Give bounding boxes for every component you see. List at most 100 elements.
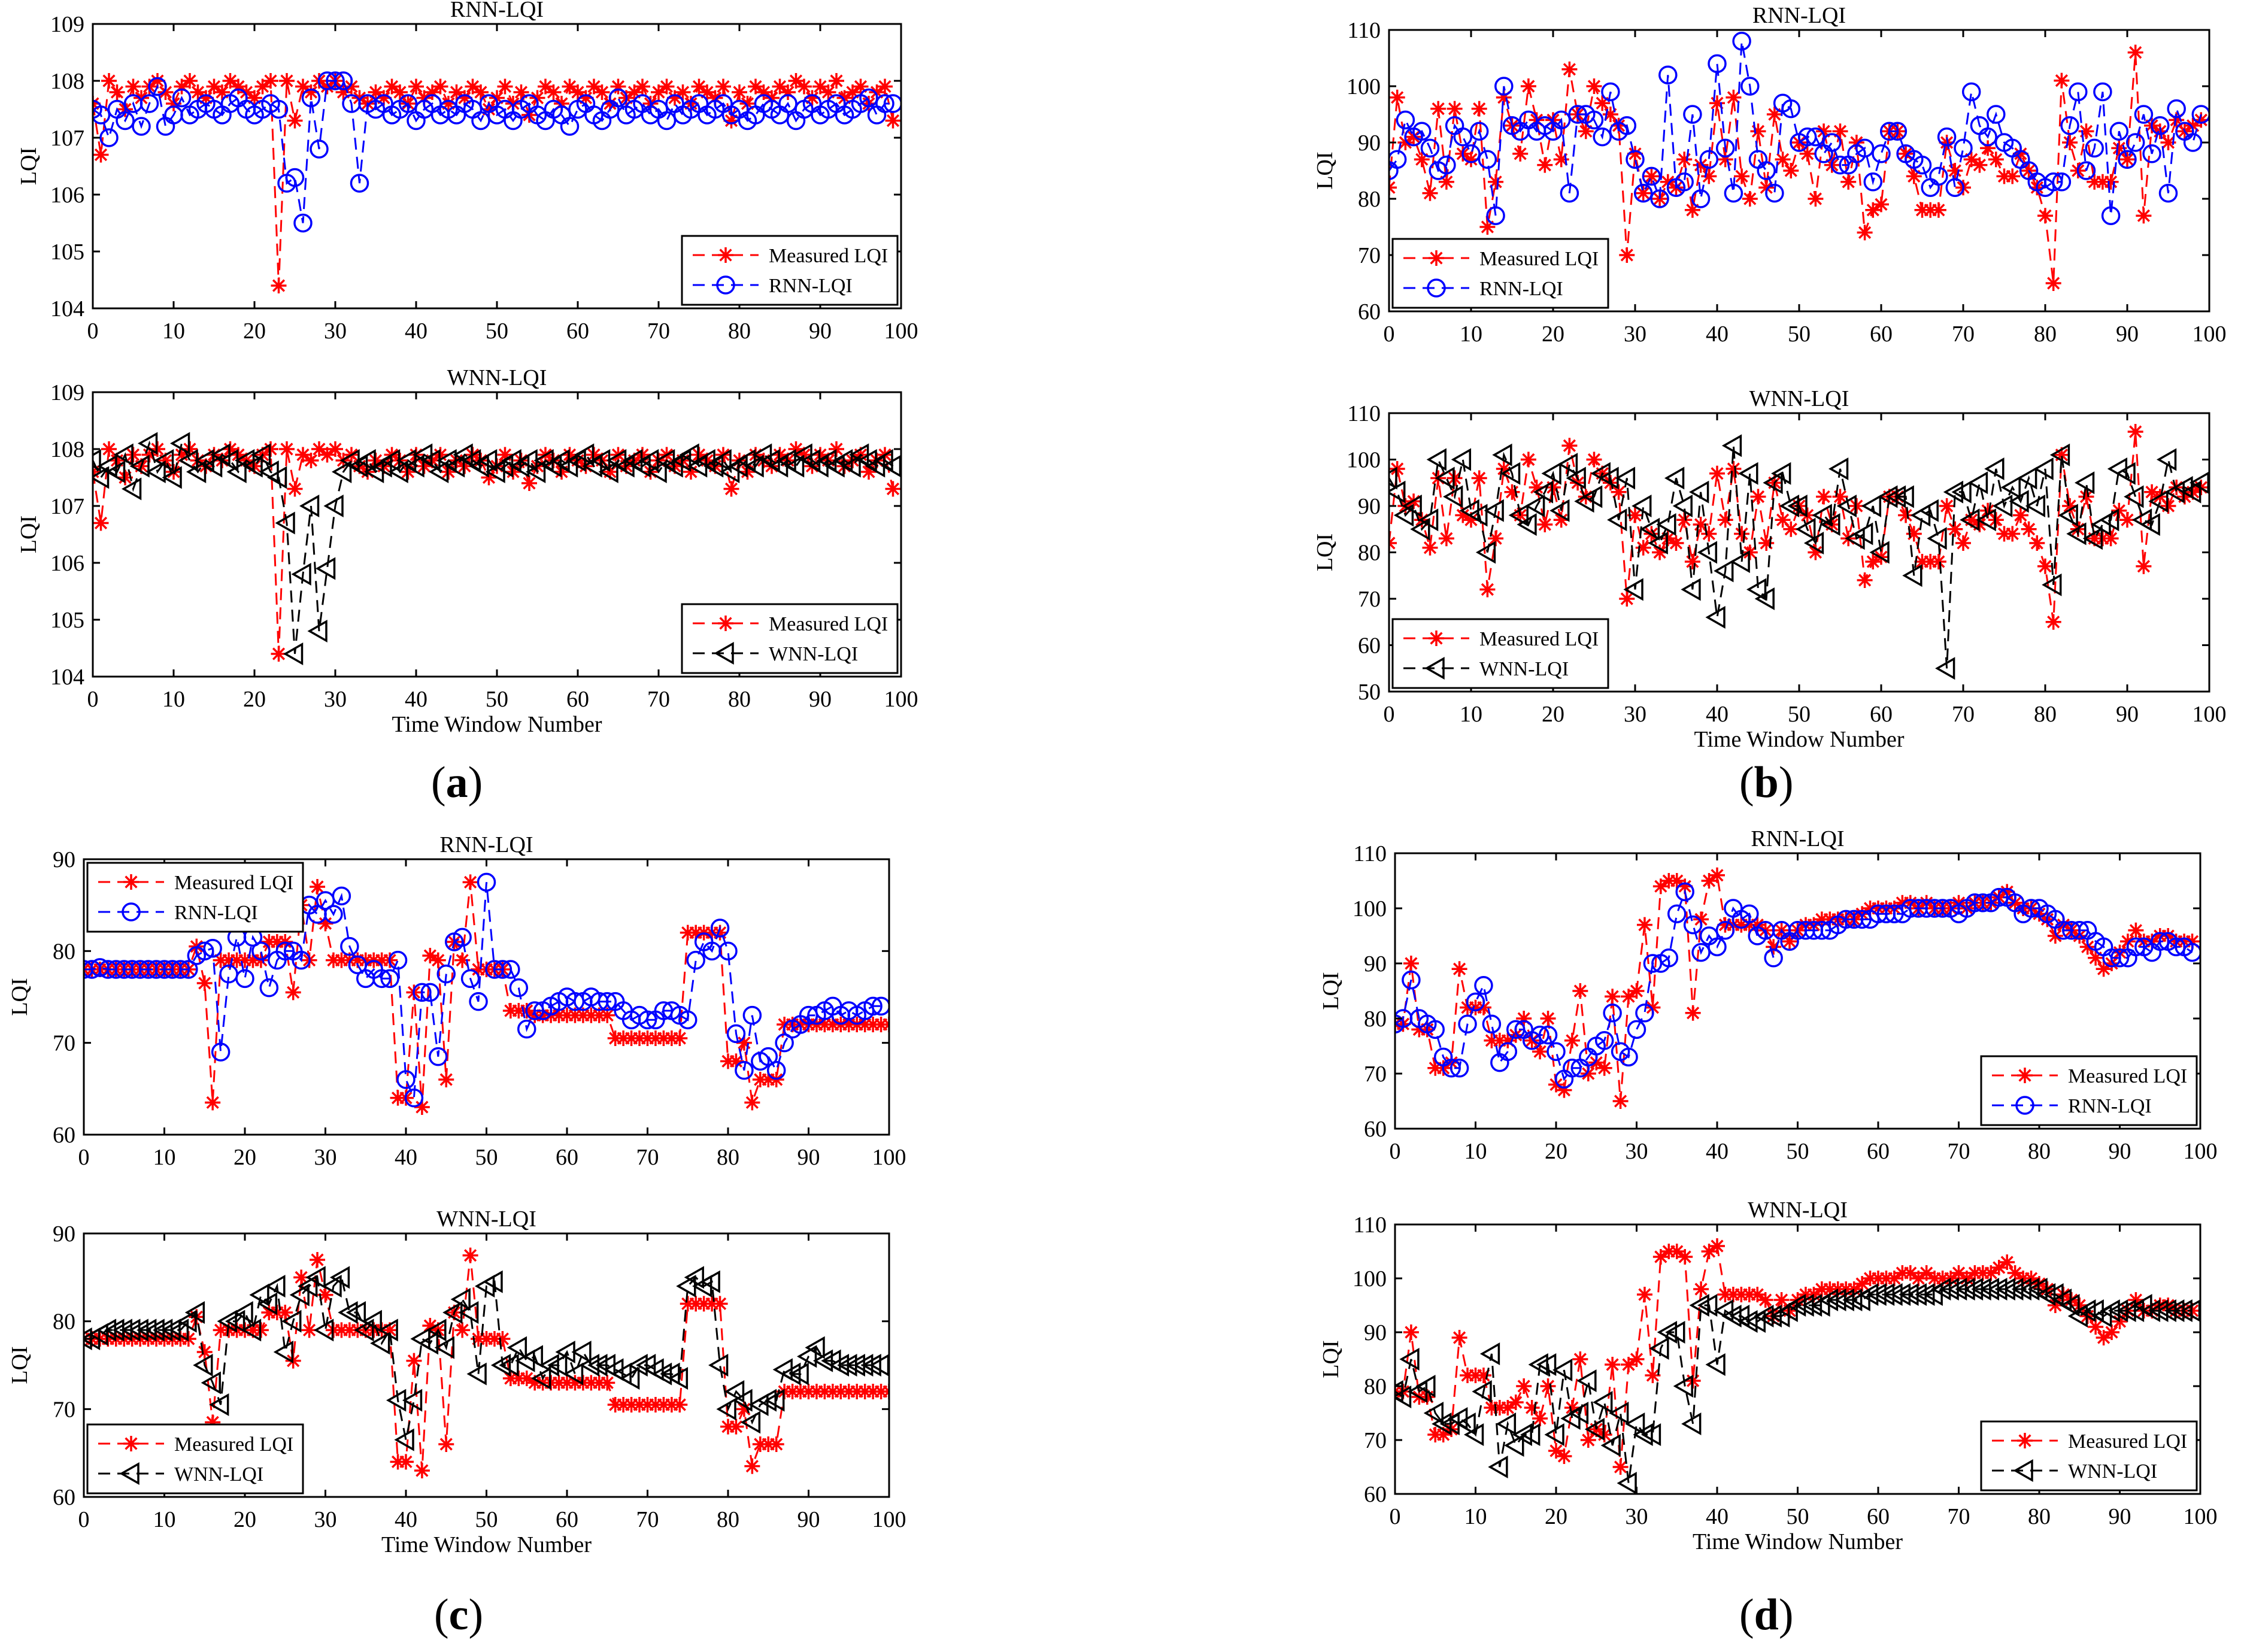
data-point-0-94 [845,84,860,100]
data-point-1-39 [398,94,418,113]
data-point-0-52 [1808,544,1824,560]
data-point-0-48 [1775,151,1791,168]
data-point-0-45 [1749,1287,1766,1302]
data-point-0-9 [1455,507,1471,523]
data-point-0-15 [196,975,213,991]
data-point-1-70 [1951,480,1972,504]
data-point-0-26 [1594,95,1611,111]
data-point-1-37 [370,1332,390,1355]
data-point-0-83 [2055,917,2072,933]
data-point-1-20 [1546,1042,1566,1061]
x-tick-label: 30 [314,1145,337,1170]
data-point-1-19 [225,1310,245,1333]
data-point-0-48 [462,1247,478,1263]
data-point-0-26 [285,984,301,1001]
data-point-1-26 [293,213,313,233]
data-point-1-68 [1937,127,1957,147]
chart-a-bottom: 0 10 20 30 40 50 60 70 80 90 100 104 105 106 107 108 109… [16,365,918,737]
data-point-1-70 [647,460,667,484]
plot-series [84,872,889,1115]
data-point-0-23 [271,278,287,293]
data-point-0-76 [1999,884,2015,900]
data-point-0-64 [1902,1265,1918,1281]
data-point-0-75 [680,1296,696,1312]
data-point-0-77 [2012,146,2028,162]
data-point-0-29 [319,447,335,463]
data-point-0-71 [1958,901,1975,916]
x-tick-label: 0 [87,687,99,712]
data-point-1-0 [93,99,102,119]
data-point-0-12 [182,73,198,89]
chart-c-bottom: 0 10 20 30 40 50 60 70 80 90 100 60 70 80 90 WNN-LQI LQI… [7,1207,906,1557]
data-point-0-10 [1467,999,1484,1016]
data-point-1-73 [1978,127,1997,147]
data-point-0-68 [635,78,650,95]
data-point-0-26 [1596,1060,1612,1076]
data-point-1-40 [404,454,424,478]
data-point-0-48 [462,874,478,890]
data-point-0-83 [756,84,772,100]
plot-series [1395,867,2200,1109]
data-point-1-93 [2142,144,2161,163]
data-point-0-67 [1927,1271,1943,1286]
x-tick-label: 90 [2116,322,2139,347]
data-point-0-55 [1832,489,1848,505]
chart-title: RNN-LQI [1751,826,1844,851]
data-point-1-96 [2167,99,2186,119]
data-point-1-58 [1853,522,1873,545]
data-point-0-30 [1629,1351,1645,1367]
data-point-1-2 [1393,504,1414,527]
data-point-0-32 [1645,999,1661,1016]
data-point-0-58 [1857,225,1873,241]
data-point-0-89 [2104,1324,2120,1340]
data-point-0-77 [2007,895,2023,911]
data-point-0-62 [1886,901,1902,916]
data-point-0-91 [808,1384,824,1399]
data-point-1-73 [1973,893,1993,913]
chart-title: RNN-LQI [1752,3,1846,28]
data-point-0-93 [824,1017,841,1032]
data-point-0-18 [221,952,237,968]
data-point-1-33 [1648,531,1668,555]
data-point-1-72 [651,1362,672,1386]
data-point-0-31 [1635,539,1651,556]
data-point-1-30 [1624,1412,1645,1436]
data-point-0-41 [406,1353,422,1369]
data-point-1-85 [2070,921,2089,940]
data-point-1-99 [2189,471,2209,495]
data-point-0-11 [1475,999,1491,1016]
data-point-0-34 [1661,873,1677,889]
data-point-1-69 [1943,480,1964,504]
data-point-0-88 [796,78,812,95]
data-point-1-31 [322,1274,342,1298]
data-point-0-85 [2078,123,2094,140]
y-axis-label: LQI [7,1346,32,1384]
data-point-1-15 [1500,462,1521,485]
data-point-0-5 [125,78,141,95]
data-point-0-84 [752,1072,768,1087]
data-point-1-15 [1504,1433,1524,1457]
legend-marker [2015,1096,2034,1115]
data-point-1-1 [1395,1385,1412,1409]
data-point-0-81 [739,96,756,111]
data-point-0-97 [857,1017,873,1032]
legend: Measured LQI RNN-LQI [681,235,899,306]
data-point-0-66 [1918,1265,1934,1281]
data-point-1-36 [1673,1374,1693,1398]
data-point-1-67 [1927,527,1947,550]
data-point-1-6 [129,454,150,478]
data-point-1-25 [273,1340,293,1364]
y-tick-label: 60 [1364,1117,1387,1142]
data-point-0-8 [1451,1330,1467,1345]
data-point-1-79 [2019,1277,2040,1301]
data-point-1-29 [315,557,336,580]
data-point-0-10 [166,96,181,111]
y-tick-label: 70 [1358,587,1381,612]
data-point-1-10 [162,466,182,489]
x-tick-label: 60 [1867,1139,1890,1164]
data-point-0-21 [1556,1082,1572,1098]
data-point-1-86 [765,1389,785,1412]
data-point-1-50 [1787,494,1808,518]
data-point-0-95 [841,1384,857,1399]
data-point-1-0 [93,448,101,472]
